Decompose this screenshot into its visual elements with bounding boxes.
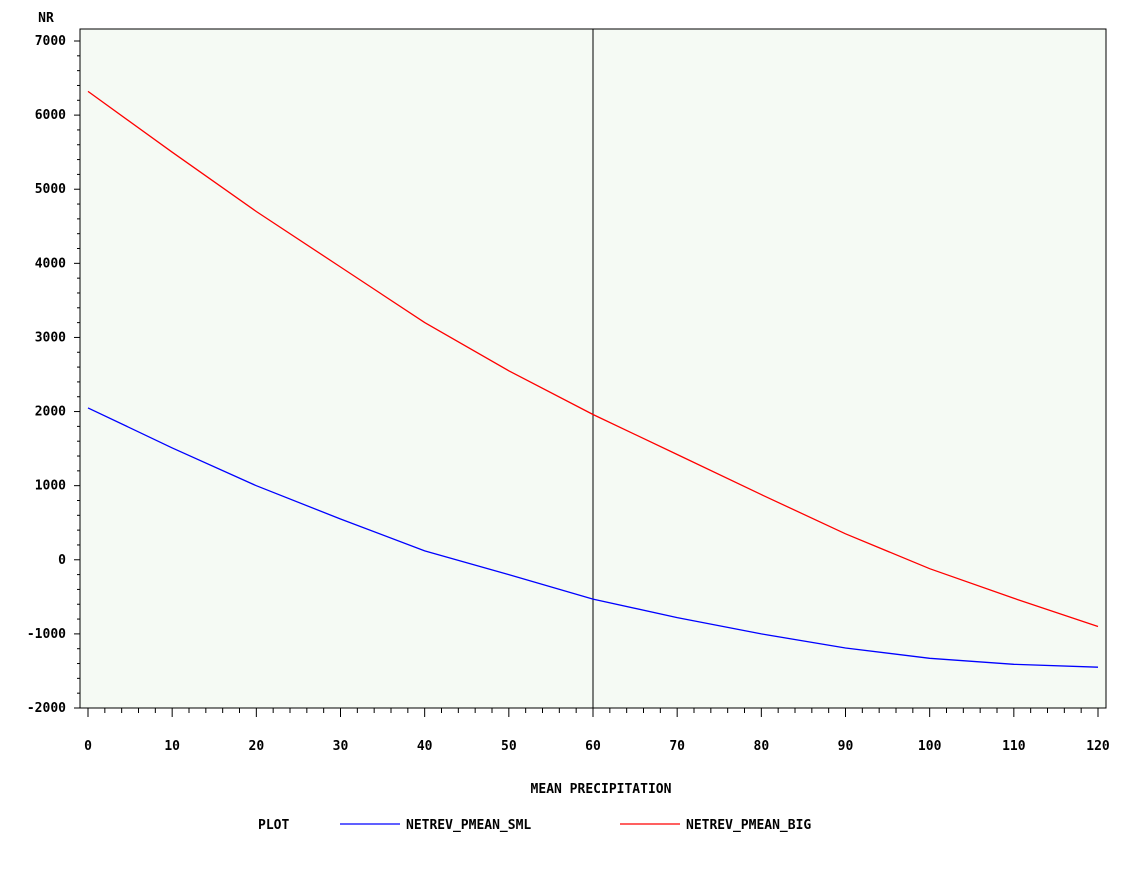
- x-tick-label: 40: [417, 739, 433, 754]
- y-axis-title: NR: [38, 11, 54, 26]
- x-tick-label: 10: [164, 739, 180, 754]
- x-tick-label: 110: [1002, 739, 1026, 754]
- series-layer: [87, 90, 1099, 668]
- y-tick-label: 1000: [35, 479, 66, 494]
- x-tick-label: 30: [333, 739, 349, 754]
- x-tick-label: 80: [754, 739, 770, 754]
- y-tick-label: 7000: [35, 34, 66, 49]
- series-line-netrev-pmean-big: [87, 90, 1099, 628]
- legend-title: PLOT: [258, 818, 289, 833]
- y-tick-label: 3000: [35, 330, 66, 345]
- y-tick-label: 2000: [35, 405, 66, 420]
- series-line-netrev-pmean-sml: [87, 407, 1099, 668]
- y-tick-label: 0: [58, 553, 66, 568]
- x-tick-label: 0: [84, 739, 92, 754]
- y-tick-label: 4000: [35, 256, 66, 271]
- x-tick-label: 100: [918, 739, 942, 754]
- y-tick-label: 6000: [35, 108, 66, 123]
- x-tick-label: 90: [838, 739, 854, 754]
- y-tick-label: -1000: [27, 627, 66, 642]
- x-tick-label: 60: [585, 739, 601, 754]
- y-tick-label: 5000: [35, 182, 66, 197]
- legend-label: NETREV_PMEAN_SML: [406, 818, 531, 833]
- legend-label: NETREV_PMEAN_BIG: [686, 818, 811, 833]
- plot-frame: [79, 28, 1107, 709]
- x-tick-label: 20: [249, 739, 265, 754]
- legend: PLOT NETREV_PMEAN_SML NETREV_PMEAN_BIG: [258, 818, 811, 833]
- x-tick-label: 70: [669, 739, 685, 754]
- x-tick-label: 120: [1086, 739, 1110, 754]
- x-tick-label: 50: [501, 739, 517, 754]
- axes: -2000 -1000 0 1000 2000 3000 4000 5000 6000 7000 0…: [27, 34, 1110, 754]
- x-axis-title: MEAN PRECIPITATION: [531, 782, 672, 797]
- y-tick-label: -2000: [27, 701, 66, 716]
